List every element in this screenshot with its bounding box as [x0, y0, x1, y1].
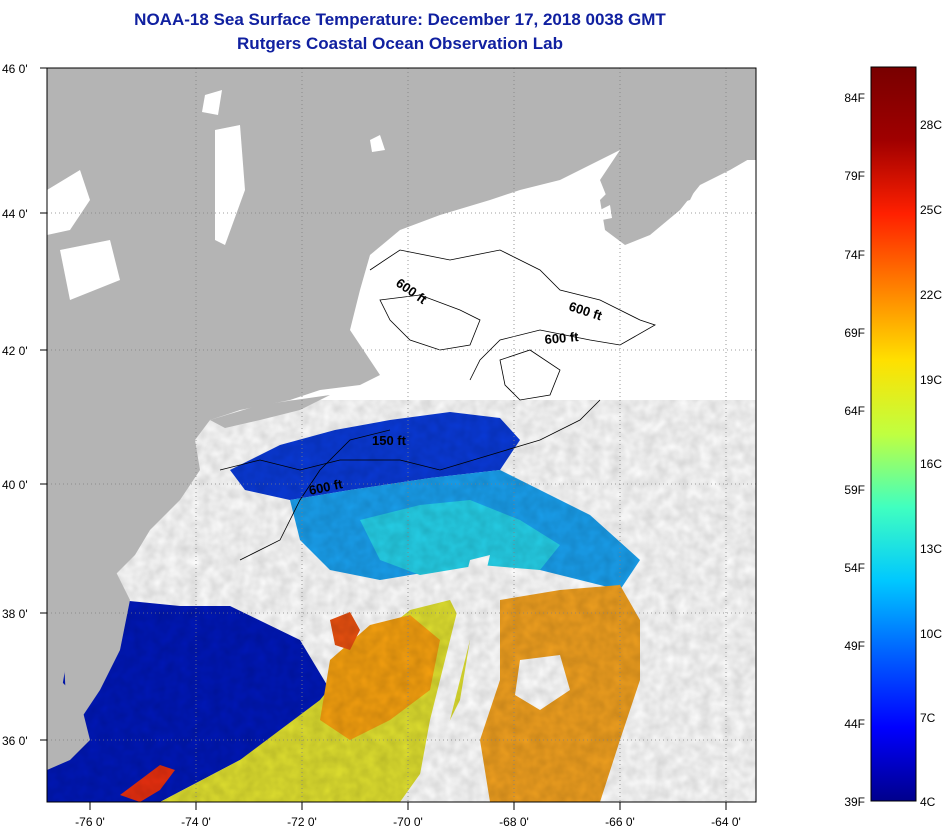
snow-patch: [60, 240, 120, 300]
cb-f-label: 79F: [844, 169, 865, 183]
lon-label: -76 0': [75, 815, 105, 829]
cb-f-label: 84F: [844, 91, 865, 105]
longitude-labels: -76 0' -74 0' -72 0' -70 0' -68 0' -66 0…: [75, 815, 741, 829]
contour-georges-bank: [499, 349, 561, 401]
land-long-island: [210, 395, 330, 428]
cb-f-label: 44F: [844, 717, 865, 731]
contour-label: 150 ft: [372, 433, 407, 448]
lon-label: -74 0': [181, 815, 211, 829]
land-delmarva: [60, 560, 130, 720]
cb-c-label: 10C: [920, 627, 942, 641]
contour-150ft: [239, 429, 391, 561]
contour-600ft-inner: [379, 294, 481, 351]
contour-600ft-gulf-of-maine: [369, 249, 656, 381]
latitude-labels: 46 0' 44 0' 42 0' 40 0' 38 0' 36 0': [2, 62, 28, 748]
lat-label: 36 0': [2, 734, 28, 748]
cb-c-label: 19C: [920, 373, 942, 387]
map-plot-area: [47, 68, 756, 802]
lat-label: 46 0': [2, 62, 28, 76]
contour-label: 600 ft: [308, 476, 345, 498]
map-subtitle: Rutgers Coastal Ocean Observation Lab: [237, 34, 563, 53]
cb-f-label: 49F: [844, 639, 865, 653]
cb-f-label: 64F: [844, 404, 865, 418]
snow-patch: [47, 170, 90, 235]
snow-patch: [202, 90, 222, 115]
cb-f-label: 54F: [844, 561, 865, 575]
cb-f-label: 69F: [844, 326, 865, 340]
lon-label: -70 0': [393, 815, 423, 829]
lat-label: 42 0': [2, 344, 28, 358]
snow-patch: [600, 205, 612, 220]
land-snow-patches: [47, 90, 612, 300]
cb-f-label: 59F: [844, 483, 865, 497]
cb-c-label: 7C: [920, 711, 936, 725]
cb-c-label: 4C: [920, 795, 936, 809]
temperature-colorbar: 84F 79F 74F 69F 64F 59F 54F 49F 44F 39F …: [844, 66, 942, 809]
lat-label: 38 0': [2, 607, 28, 621]
lon-label: -64 0': [711, 815, 741, 829]
lon-label: -72 0': [287, 815, 317, 829]
lat-label: 40 0': [2, 478, 28, 492]
map-frame: [46, 67, 757, 803]
cb-c-label: 25C: [920, 203, 942, 217]
cb-f-label: 39F: [844, 795, 865, 809]
land-cape-hatteras: [47, 680, 90, 770]
cb-c-label: 28C: [920, 118, 942, 132]
cb-f-label: 74F: [844, 248, 865, 262]
cb-c-label: 13C: [920, 542, 942, 556]
colorbar-fahrenheit-labels: 84F 79F 74F 69F 64F 59F 54F 49F 44F 39F: [844, 91, 865, 809]
contour-label: 600 ft: [544, 329, 580, 347]
lat-label: 44 0': [2, 207, 28, 221]
contour-shelf-break: [219, 399, 601, 471]
snow-patch: [370, 135, 385, 152]
bathymetry-contours: [219, 249, 656, 561]
axis-ticks: [40, 67, 727, 810]
map-title: NOAA-18 Sea Surface Temperature: Decembe…: [134, 10, 666, 29]
snow-patch: [215, 125, 245, 245]
land-nova-scotia: [600, 95, 756, 245]
cb-c-label: 22C: [920, 288, 942, 302]
cb-c-label: 16C: [920, 457, 942, 471]
lon-label: -68 0': [499, 815, 529, 829]
colorbar-ramp: [870, 66, 917, 802]
colorbar-celsius-labels: 28C 25C 22C 19C 16C 13C 10C 7C 4C: [920, 118, 942, 809]
lon-label: -66 0': [605, 815, 635, 829]
